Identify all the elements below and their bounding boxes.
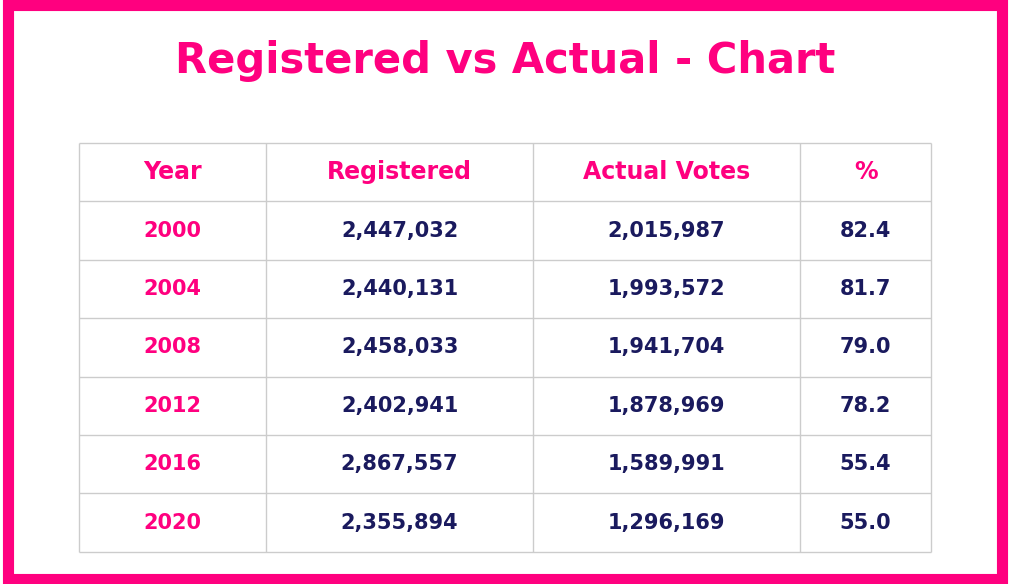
- Text: 2004: 2004: [143, 279, 201, 299]
- Text: 1,993,572: 1,993,572: [608, 279, 725, 299]
- Text: Registered vs Actual - Chart: Registered vs Actual - Chart: [175, 40, 835, 82]
- Text: 81.7: 81.7: [840, 279, 892, 299]
- Text: 2,015,987: 2,015,987: [608, 221, 725, 241]
- Text: 79.0: 79.0: [840, 338, 892, 357]
- Text: 2,440,131: 2,440,131: [341, 279, 459, 299]
- Text: 1,296,169: 1,296,169: [608, 513, 725, 533]
- Text: 55.4: 55.4: [840, 454, 892, 474]
- Text: 2,447,032: 2,447,032: [341, 221, 459, 241]
- Text: 2016: 2016: [143, 454, 201, 474]
- Text: Year: Year: [143, 160, 202, 185]
- Text: 2,867,557: 2,867,557: [340, 454, 459, 474]
- Text: 78.2: 78.2: [840, 396, 892, 416]
- Text: 1,941,704: 1,941,704: [608, 338, 725, 357]
- Text: Registered: Registered: [327, 160, 472, 185]
- Text: 2008: 2008: [143, 338, 201, 357]
- Text: 2,402,941: 2,402,941: [341, 396, 459, 416]
- Text: 1,589,991: 1,589,991: [608, 454, 725, 474]
- Text: %: %: [853, 160, 878, 185]
- Text: 2,458,033: 2,458,033: [341, 338, 459, 357]
- Text: 1,878,969: 1,878,969: [608, 396, 725, 416]
- Text: 2,355,894: 2,355,894: [340, 513, 459, 533]
- Text: Actual Votes: Actual Votes: [583, 160, 750, 185]
- Text: 2012: 2012: [143, 396, 201, 416]
- Text: 2000: 2000: [143, 221, 201, 241]
- Text: 55.0: 55.0: [840, 513, 892, 533]
- Text: 2020: 2020: [143, 513, 201, 533]
- Text: 82.4: 82.4: [840, 221, 892, 241]
